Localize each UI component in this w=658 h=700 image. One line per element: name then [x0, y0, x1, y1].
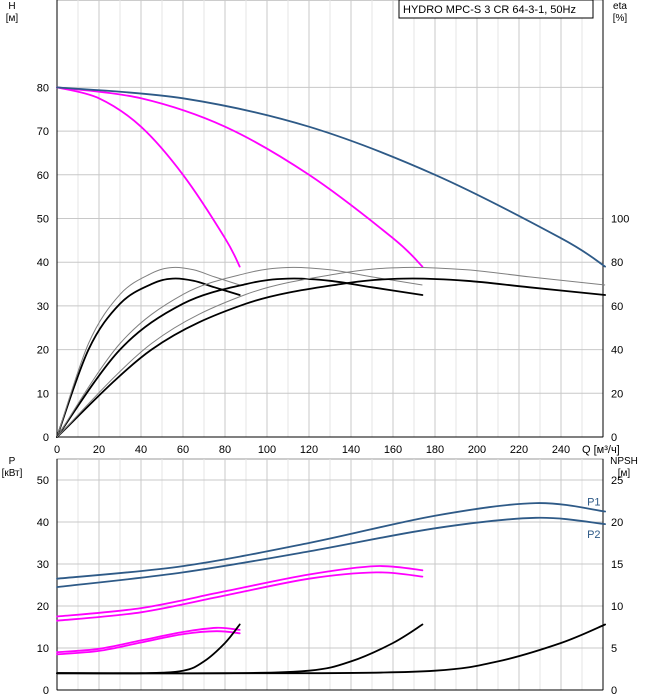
- top-series: [56, 86, 606, 438]
- x-tick-label: 0: [54, 444, 60, 456]
- series-p1-1-pump: [56, 626, 241, 654]
- top-left-axis-title: H [м]: [6, 1, 19, 24]
- x-tick-label: 20: [93, 444, 105, 456]
- series-npsh-3-pumps: [56, 623, 606, 675]
- bottom-left-tick-label: 0: [43, 685, 49, 697]
- top-left-tick-label: 30: [37, 301, 49, 313]
- bottom-right-tick-label: 15: [611, 559, 623, 571]
- bottom-right-axis-title: NPSH [м]: [610, 456, 638, 479]
- x-tick-label: 220: [510, 444, 528, 456]
- top-right-tick-label: 100: [611, 214, 629, 226]
- bottom-left-tick-label: 10: [37, 643, 49, 655]
- title-box: [398, 0, 594, 19]
- x-tick-label: 80: [219, 444, 231, 456]
- bottom-series: P1 P2: [56, 497, 606, 675]
- bottom-left-axis-title: P [кВт]: [2, 456, 23, 479]
- series-eta-3-pumps: [56, 277, 606, 438]
- top-left-tick-label: 20: [37, 345, 49, 357]
- bottom-right-tick-label: 0: [611, 685, 617, 697]
- bottom-right-tick-label: 5: [611, 643, 617, 655]
- x-tick-label: 240: [552, 444, 570, 456]
- top-left-tick-label: 50: [37, 214, 49, 226]
- x-tick-label: 60: [177, 444, 189, 456]
- top-grid: [56, 0, 604, 438]
- series-label-p1: P1: [587, 497, 600, 509]
- x-tick-label: 120: [300, 444, 318, 456]
- series-p2-1-pump: [56, 630, 241, 656]
- top-right-tick-label: 0: [611, 432, 617, 444]
- series-label-p2: P2: [587, 529, 600, 541]
- bottom-left-tick-label: 20: [37, 601, 49, 613]
- axis-labels: H [м] eta [%] P [кВт] NPSH [м]: [2, 1, 638, 479]
- series-h-2-pumps: [56, 86, 424, 268]
- top-right-tick-label: 20: [611, 388, 623, 400]
- series-p2: [56, 516, 606, 588]
- x-tick-label: 100: [258, 444, 276, 456]
- bottom-left-tick-label: 40: [37, 517, 49, 529]
- x-axis-label: Q [м³/ч]: [582, 444, 620, 456]
- x-tick-label: 140: [342, 444, 360, 456]
- top-right-tick-label: 60: [611, 301, 623, 313]
- series-eta-2-pumps-alt: [56, 266, 423, 438]
- x-tick-label: 180: [426, 444, 444, 456]
- x-tick-label: 200: [468, 444, 486, 456]
- series-eta-3-pumps-alt: [56, 266, 606, 438]
- x-tick-label: 40: [135, 444, 147, 456]
- top-left-tick-label: 70: [37, 126, 49, 138]
- series-eta-1-pump-alt: [56, 266, 240, 438]
- chart-title: HYDRO MPC-S 3 CR 64-3-1, 50Hz: [403, 4, 576, 16]
- series-h-1-pump: [56, 86, 241, 268]
- series-p2-2-pumps: [56, 571, 424, 622]
- bottom-right-tick-label: 25: [611, 475, 623, 487]
- series-eta-1-pump: [56, 277, 241, 438]
- top-right-tick-label: 40: [611, 345, 623, 357]
- series-p1-2-pumps: [56, 565, 424, 618]
- bottom-right-tick-label: 10: [611, 601, 623, 613]
- series-p1: [56, 502, 606, 580]
- series-eta-2-pumps: [56, 277, 424, 438]
- bottom-right-tick-label: 20: [611, 517, 623, 529]
- series-h-3-pumps: [56, 86, 606, 268]
- top-left-tick-label: 80: [37, 82, 49, 94]
- bottom-left-tick-label: 50: [37, 475, 49, 487]
- bottom-left-tick-label: 30: [37, 559, 49, 571]
- top-left-tick-label: 40: [37, 257, 49, 269]
- x-tick-label: 160: [384, 444, 402, 456]
- top-left-tick-label: 0: [43, 432, 49, 444]
- top-right-axis-title: eta [%]: [613, 1, 628, 24]
- top-right-tick-label: 80: [611, 257, 623, 269]
- top-left-tick-label: 60: [37, 170, 49, 182]
- top-left-tick-label: 10: [37, 388, 49, 400]
